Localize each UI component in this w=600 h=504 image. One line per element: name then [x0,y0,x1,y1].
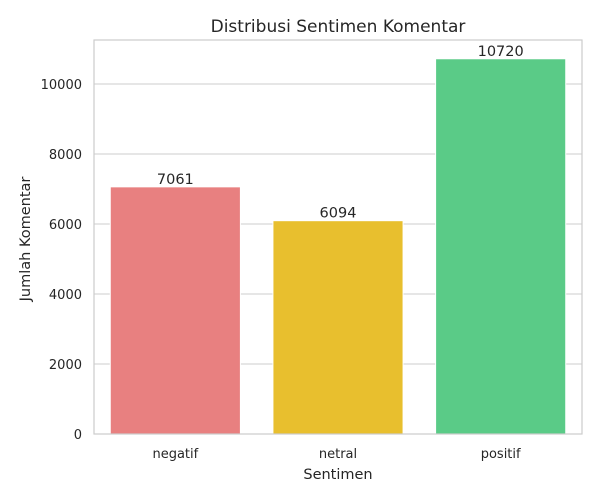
y-tick-labels: 0 2000 4000 6000 8000 10000 [41,78,82,443]
plot-frame [93,39,583,435]
chart-title: Distribusi Sentimen Komentar [211,17,466,37]
x-tick-labels: negatif netral positif [152,447,521,462]
x-tick-label: negatif [152,447,198,462]
x-tick-label: positif [481,447,521,462]
data-label: 6094 [320,206,357,222]
bars [109,58,567,435]
bar-positif [435,58,567,435]
y-tick-label: 4000 [49,288,82,303]
bar-netral [272,220,404,435]
y-tick-label: 0 [74,428,82,443]
x-axis-label: Sentimen [303,467,372,483]
plot-border [93,39,583,435]
data-label: 7061 [157,172,194,188]
y-tick-label: 6000 [49,218,82,233]
bar-negatif [109,186,241,435]
data-labels: 7061 6094 10720 [157,44,524,222]
y-axis-label: Jumlah Komentar [18,177,34,303]
y-tick-label: 2000 [49,358,82,373]
y-tick-label: 8000 [49,148,82,163]
x-tick-label: netral [319,447,357,462]
y-tick-label: 10000 [41,78,82,93]
data-label: 10720 [478,44,524,60]
